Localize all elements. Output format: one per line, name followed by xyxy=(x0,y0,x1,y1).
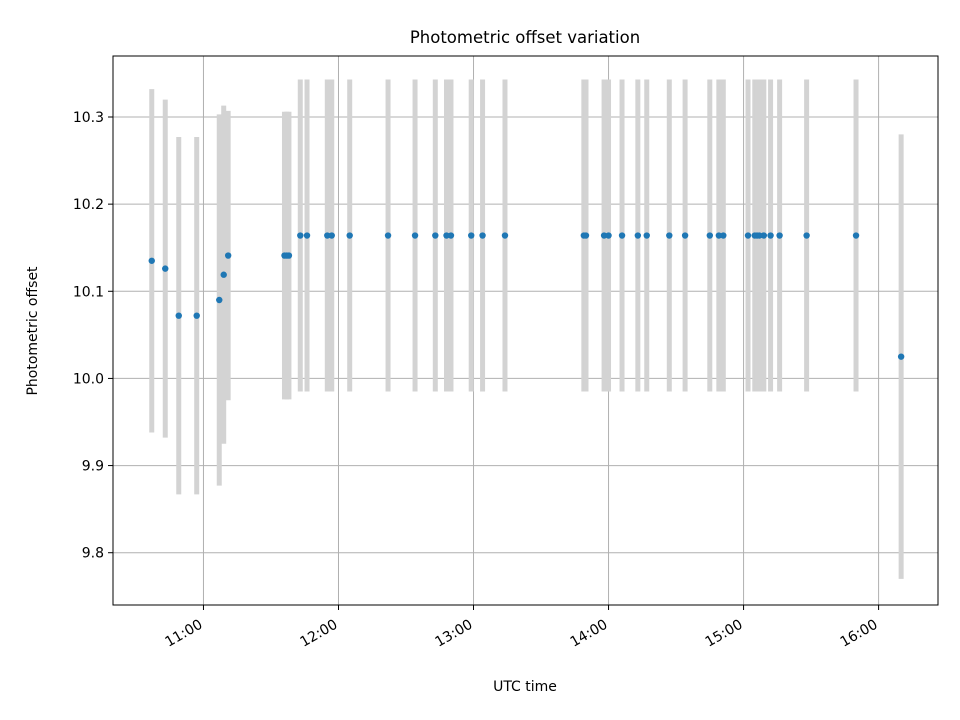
data-point xyxy=(744,232,752,239)
data-point xyxy=(224,252,232,259)
y-tick-label: 9.8 xyxy=(82,546,104,562)
data-point xyxy=(681,232,689,239)
y-tick-label: 10.2 xyxy=(73,197,104,213)
data-point xyxy=(776,232,783,239)
data-points xyxy=(148,232,905,360)
data-point xyxy=(346,232,353,239)
data-point xyxy=(324,232,331,239)
data-point xyxy=(605,232,612,239)
data-point xyxy=(220,271,227,278)
y-tick-label: 10.3 xyxy=(73,110,104,126)
data-point xyxy=(767,232,774,239)
data-point xyxy=(285,252,293,259)
data-point xyxy=(756,232,763,239)
data-point xyxy=(303,232,311,239)
data-point xyxy=(706,232,714,239)
data-point xyxy=(720,232,727,239)
y-tick-label: 10.0 xyxy=(73,371,104,387)
data-point xyxy=(803,232,810,239)
plot-frame xyxy=(112,55,939,606)
data-point xyxy=(501,232,509,239)
data-point xyxy=(148,257,155,264)
data-point xyxy=(328,232,335,239)
data-point xyxy=(468,232,475,239)
data-point xyxy=(582,232,590,239)
data-point xyxy=(760,232,768,239)
data-point xyxy=(618,232,626,239)
chart-title: Photometric offset variation xyxy=(410,28,640,47)
data-point xyxy=(443,232,450,239)
data-point xyxy=(384,232,392,239)
data-point xyxy=(666,232,673,239)
data-point xyxy=(216,296,223,304)
y-tick-label: 10.1 xyxy=(73,284,104,300)
data-point xyxy=(411,232,419,239)
y-axis-ticks: 9.8 9.9 10.0 10.1 10.2 10.3 xyxy=(73,110,113,562)
data-point xyxy=(432,232,439,239)
data-point xyxy=(852,232,860,239)
y-axis-label: Photometric offset xyxy=(25,266,41,396)
data-point xyxy=(479,232,486,239)
data-point xyxy=(715,232,723,239)
data-point xyxy=(162,265,169,272)
data-point xyxy=(634,232,642,239)
x-axis-label: UTC time xyxy=(493,679,557,695)
data-point xyxy=(600,232,608,239)
data-point xyxy=(193,312,200,319)
data-point xyxy=(175,312,182,319)
y-tick-label: 9.9 xyxy=(82,459,104,475)
data-point xyxy=(643,232,650,239)
data-point xyxy=(447,232,455,239)
data-point xyxy=(297,232,304,239)
data-point xyxy=(897,353,905,360)
